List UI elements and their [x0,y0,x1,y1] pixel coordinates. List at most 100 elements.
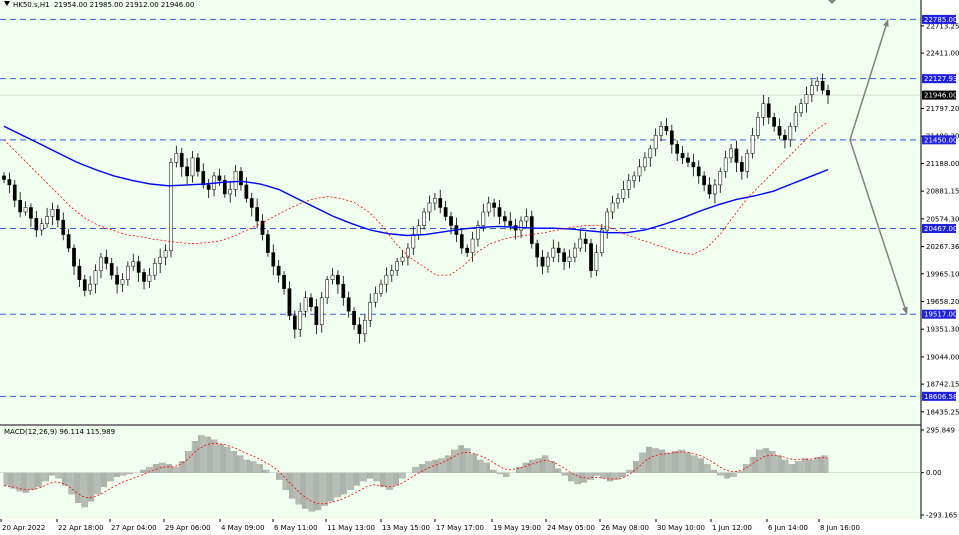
candle-body [179,153,184,168]
projection-arrow-up [849,19,889,141]
candle-body [562,252,566,262]
level-tag-label: 22127.93 [924,75,957,83]
candle-body [120,279,125,285]
candle-body [115,274,119,285]
level-tag [922,224,956,234]
candle-body [341,283,346,298]
candle-body [578,238,583,249]
candle-body [196,157,200,172]
candle-body [12,184,17,201]
candle-body [486,202,491,213]
candle-body [50,209,55,217]
projection-arrow-up-head [883,19,889,27]
candle-body [529,216,534,244]
x-tick-label: 6 Jun 14:00 [768,524,808,532]
candle-body [503,216,507,222]
candle-body [352,310,356,326]
candle-body [599,229,604,253]
candle-body [185,166,189,177]
candle-body [696,166,701,177]
candle-body [713,184,717,195]
candle-body [190,157,195,177]
candle-body [432,198,437,204]
candle-body [465,247,470,253]
candle-body [201,171,206,186]
candle-body [470,238,475,253]
level-tag [922,391,956,401]
level-tag [922,309,956,319]
candle-body [93,270,98,285]
y-tick-label: 21797.20 [926,105,959,113]
candle-body [255,207,259,222]
x-tick-label: 29 Apr 06:00 [165,524,211,532]
candle-body [411,234,416,249]
y-tick-label: 18435.25 [926,408,959,416]
candle-body [319,297,324,326]
candle-body [406,247,410,258]
candle-body [610,202,615,213]
chart-header: HK50.s,H1 21954.00 21985.00 21912.00 219… [4,1,194,9]
candle-body [788,126,793,141]
candle-body [459,234,464,249]
candle-body [422,211,426,226]
candle-body [99,256,103,271]
candle-body [702,175,706,186]
candle-body [217,175,222,181]
candle-body [109,263,114,276]
x-tick-label: 22 Apr 18:00 [58,524,104,532]
y-tick-label: 18742.15 [926,381,959,389]
candle-body [169,162,173,252]
candle-body [379,283,383,294]
x-tick-label: 26 May 08:00 [601,524,649,532]
candle-body [2,175,6,180]
candle-body [82,279,87,291]
macd-signal-line [3,443,829,505]
candle-body [222,180,227,195]
candle-body [292,315,297,330]
candle-body [233,171,238,190]
x-tick-label: 6 May 11:00 [274,524,318,532]
candle-body [546,256,550,267]
candle-body [739,162,744,172]
y-tick-label: 19658.20 [926,298,959,306]
candle-body [718,171,723,186]
dropdown-triangle-icon[interactable] [4,1,10,6]
candle-body [18,200,23,213]
candle-body [793,112,798,127]
candle-body [594,252,599,271]
candle-body [783,135,787,141]
candle-body [314,306,319,326]
candle-body [438,198,443,208]
candle-body [573,247,577,258]
level-tag-label: 22785.00 [924,16,957,24]
candle-body [497,207,502,217]
y-tick-label: 22411.00 [926,50,959,58]
level-tag-label: 18606.58 [924,393,957,401]
candle-body [45,216,49,224]
candle-body [260,220,265,235]
macd-tick-label: -293.165 [926,512,957,520]
current-price-label: 21946.00 [924,92,957,100]
ohlc-values: 21954.00 21985.00 21912.00 21946.00 [54,1,195,9]
candle-body [519,220,523,231]
candle-body [249,198,254,208]
projection-arrow-down-head [901,306,908,315]
candle-body [23,207,28,213]
candle-body [362,320,367,335]
candle-body [567,256,572,262]
y-tick-label: 19351.30 [926,326,959,334]
candle-body [287,288,292,316]
candle-body [772,117,776,127]
candle-body [29,207,33,219]
candle-body [761,103,766,118]
candle-body [691,162,696,168]
candle-body [395,261,400,271]
candle-body [77,265,82,280]
y-tick-label: 20881.15 [926,188,959,196]
x-tick-label: 17 May 17:00 [436,524,484,532]
macd-label: MACD(12,26,9) [4,428,58,436]
candle-body [56,209,60,221]
candle-body [605,211,610,231]
